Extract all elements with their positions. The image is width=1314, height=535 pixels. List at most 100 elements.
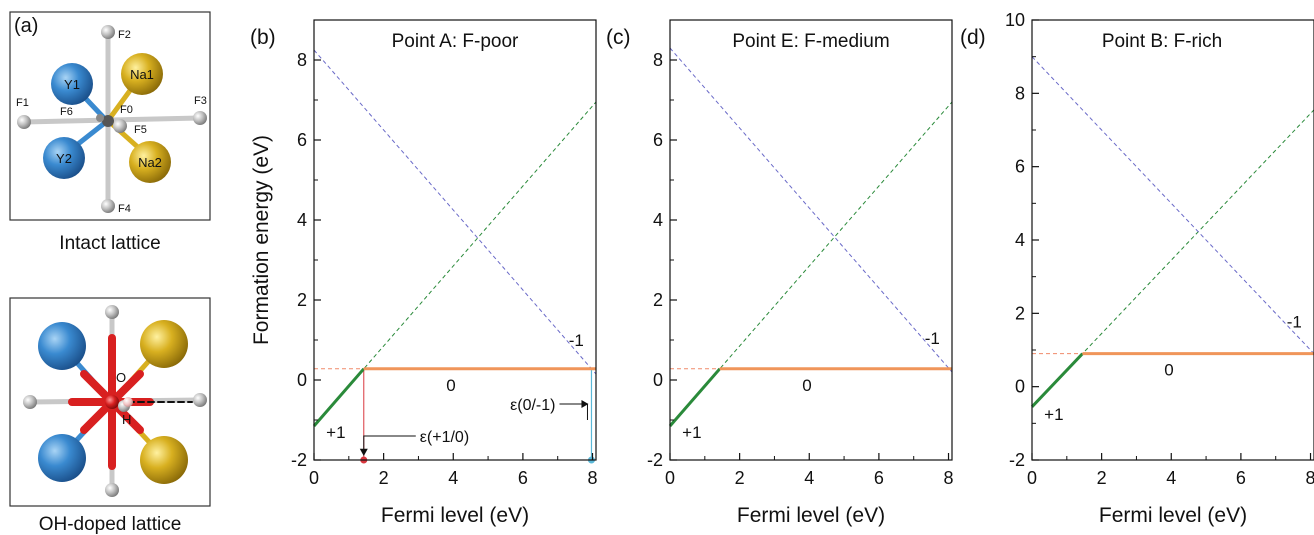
x-tick-label: 8	[1306, 468, 1314, 488]
intact-lattice-caption: Intact lattice	[59, 233, 160, 254]
doped-atom-na1	[140, 320, 188, 368]
series-label-plus1: +1	[326, 423, 345, 442]
y-axis-label: Formation energy (eV)	[250, 135, 273, 345]
x-tick-label: 0	[1027, 468, 1037, 488]
doped-atom-y2	[38, 434, 86, 482]
panel-a: (a) Y1 Y2	[9, 11, 211, 535]
panel-label: (c)	[606, 26, 631, 49]
x-tick-label: 6	[1236, 468, 1246, 488]
transition-arrow-plus	[363, 435, 416, 454]
series-label-minus1: -1	[569, 331, 584, 350]
x-tick-label: 4	[448, 468, 458, 488]
x-axis-label: Fermi level (eV)	[381, 504, 529, 527]
series-solid-plus1	[1030, 352, 1084, 408]
transition-arrowhead-plus	[359, 448, 368, 456]
chart-title: Point A: F-poor	[392, 31, 519, 52]
series-label-minus1: -1	[925, 329, 940, 348]
x-tick-label: 2	[379, 468, 389, 488]
y-tick-label: 0	[1015, 377, 1025, 397]
atom-f5	[113, 119, 127, 133]
y-tick-label: -2	[647, 450, 663, 470]
y-tick-label: 6	[297, 130, 307, 150]
x-tick-label: 6	[874, 468, 884, 488]
atom-label-f2: F2	[118, 29, 131, 41]
atom-f2	[101, 25, 115, 39]
atom-label-f4: F4	[118, 203, 131, 215]
y-tick-label: 0	[653, 370, 663, 390]
atom-label-na2: Na2	[138, 155, 162, 170]
series-label-zero: 0	[1164, 361, 1173, 380]
atom-label-f6: F6	[60, 106, 73, 118]
series-label-zero: 0	[446, 376, 455, 395]
series-label-plus1: +1	[1044, 405, 1063, 424]
atom-na1	[121, 53, 163, 95]
x-tick-label: 6	[518, 468, 528, 488]
y-tick-label: 8	[653, 50, 663, 70]
y-tick-label: 0	[297, 370, 307, 390]
x-axis-label: Fermi level (eV)	[737, 504, 885, 527]
atom-label-f0: F0	[120, 104, 133, 116]
y-tick-label: -2	[1009, 450, 1025, 470]
panel-a-label: (a)	[14, 15, 38, 37]
y-tick-label: 4	[653, 210, 663, 230]
series-dashed-line-plus1	[1031, 109, 1314, 408]
x-tick-label: 2	[1097, 468, 1107, 488]
x-axis-label: Fermi level (eV)	[1099, 504, 1247, 527]
axes-frame	[669, 19, 953, 461]
y-tick-label: 10	[1005, 10, 1025, 30]
atom-label-f1: F1	[16, 97, 29, 109]
atom-f3	[193, 111, 207, 125]
doped-atom-h	[123, 397, 133, 407]
x-tick-label: 2	[735, 468, 745, 488]
series-label-minus1: -1	[1287, 313, 1302, 332]
doped-atom-f-bottom	[105, 483, 119, 497]
doped-atom-y1	[38, 322, 86, 370]
doped-lattice-frame	[9, 297, 211, 507]
y-tick-label: 4	[297, 210, 307, 230]
atom-label-y1: Y1	[64, 77, 80, 92]
doped-lattice-caption: OH-doped lattice	[39, 514, 182, 535]
x-tick-label: 8	[588, 468, 598, 488]
panel-label: (b)	[250, 26, 276, 49]
series-dashed-line-minus1	[313, 49, 597, 375]
y-tick-label: -2	[291, 450, 307, 470]
atom-label-o: O	[116, 370, 126, 385]
y-tick-label: 2	[297, 290, 307, 310]
atom-y2	[43, 137, 85, 179]
x-tick-label: 8	[944, 468, 954, 488]
atom-f1	[17, 115, 31, 129]
y-tick-label: 8	[1015, 83, 1025, 103]
series-solid-plus1	[668, 367, 721, 427]
y-tick-label: 2	[1015, 303, 1025, 323]
y-tick-label: 6	[1015, 157, 1025, 177]
atom-label-f3: F3	[194, 95, 207, 107]
atom-label-na1: Na1	[130, 67, 154, 82]
panel-label: (d)	[960, 26, 986, 49]
atom-label-y2: Y2	[56, 151, 72, 166]
atom-label-f5: F5	[134, 124, 147, 136]
transition-label-plus: ε(+1/0)	[420, 429, 469, 446]
transition-label-minus: ε(0/-1)	[510, 397, 555, 414]
doped-atom-na2	[140, 436, 188, 484]
y-tick-label: 6	[653, 130, 663, 150]
series-dashed-line-minus1	[1031, 56, 1314, 355]
atom-y1	[51, 63, 93, 105]
x-tick-label: 0	[309, 468, 319, 488]
doped-atom-o	[105, 395, 119, 409]
doped-atom-f-right	[193, 393, 207, 407]
x-tick-label: 4	[804, 468, 814, 488]
series-dashed-line-minus1	[669, 47, 953, 373]
axes-frame	[1031, 19, 1314, 461]
atom-f4	[101, 199, 115, 213]
atom-f0	[102, 115, 114, 127]
axes-frame	[313, 19, 597, 461]
series-label-zero: 0	[802, 376, 811, 395]
x-tick-label: 4	[1166, 468, 1176, 488]
y-tick-label: 2	[653, 290, 663, 310]
doped-atom-f-top	[105, 305, 119, 319]
doped-atom-f-left	[23, 395, 37, 409]
chart-title: Point E: F-medium	[732, 31, 889, 52]
